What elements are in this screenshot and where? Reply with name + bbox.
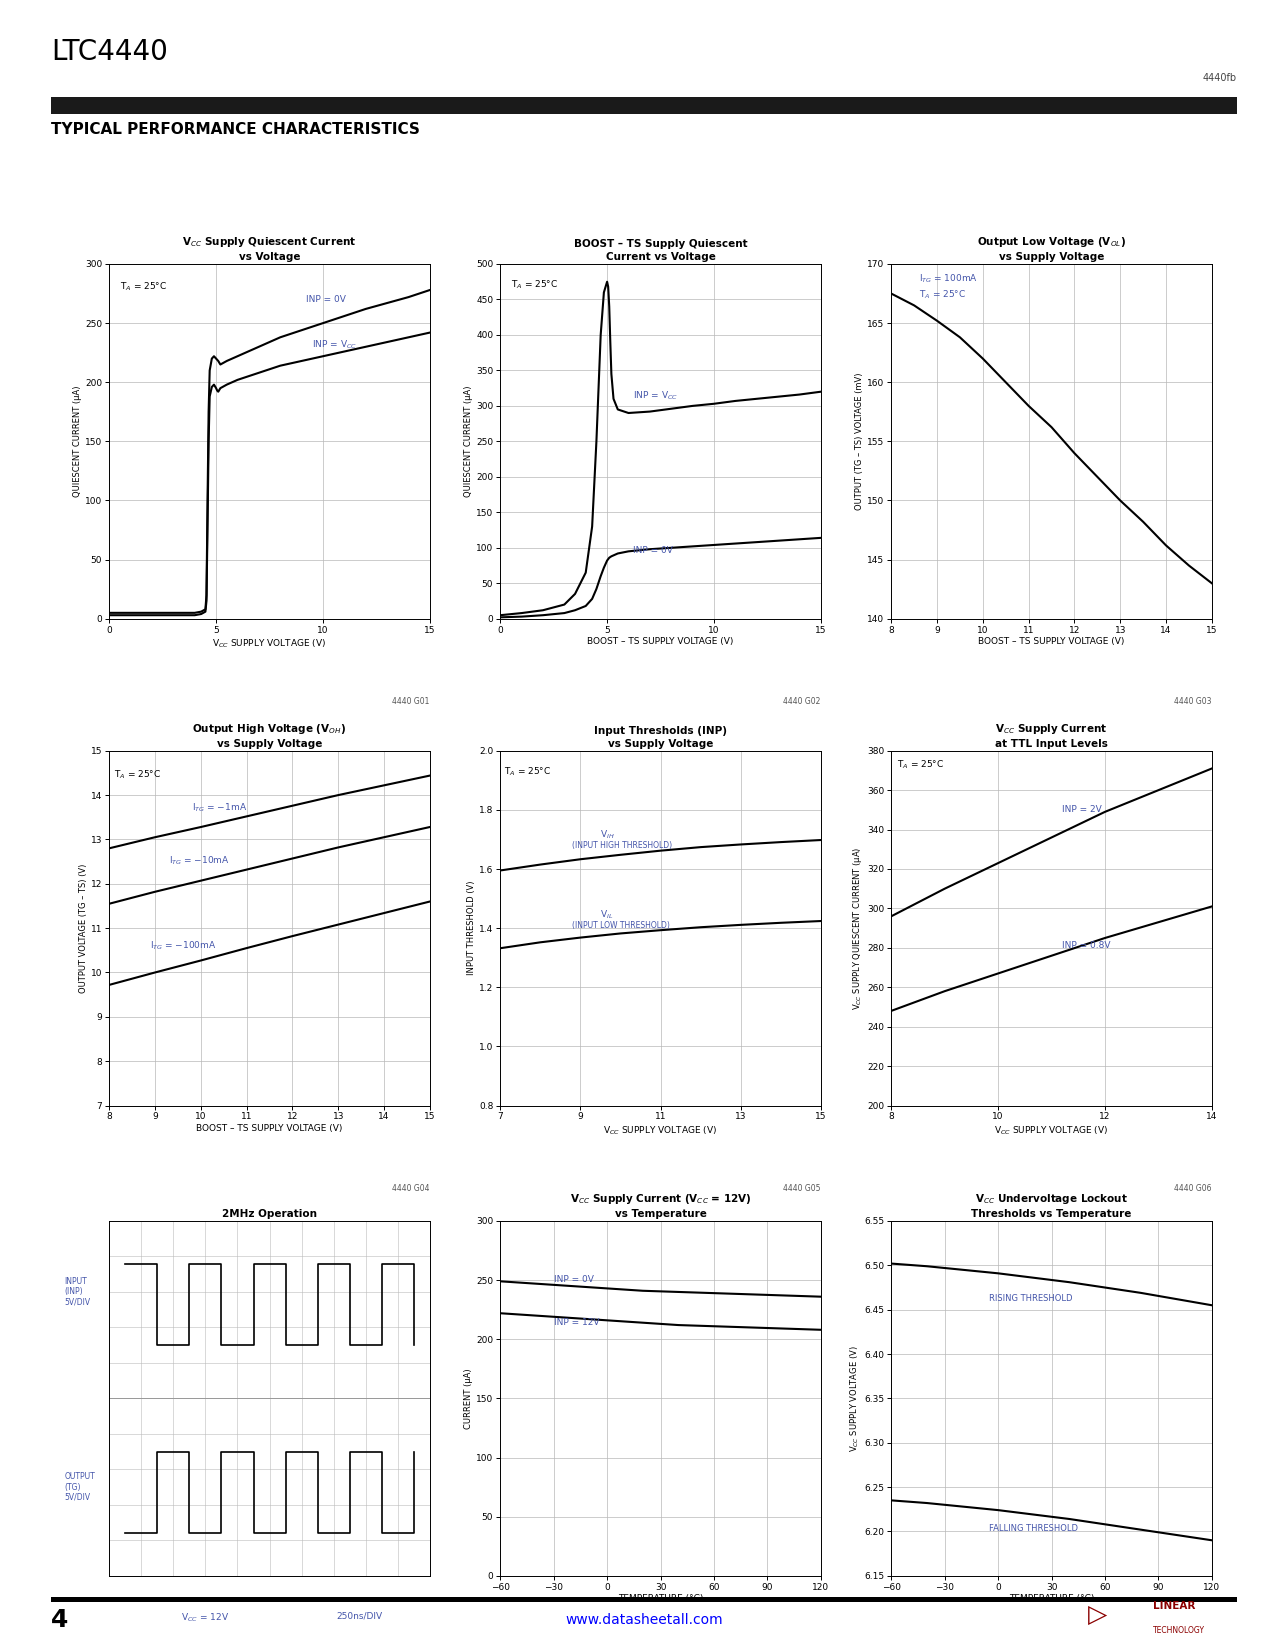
Text: INP = 0V: INP = 0V xyxy=(632,546,673,556)
Y-axis label: CURRENT (μA): CURRENT (μA) xyxy=(464,1368,473,1429)
Text: INPUT
(INP)
5V/DIV: INPUT (INP) 5V/DIV xyxy=(64,1277,91,1307)
Y-axis label: V$_{CC}$ SUPPLY QUIESCENT CURRENT (μA): V$_{CC}$ SUPPLY QUIESCENT CURRENT (μA) xyxy=(852,846,864,1010)
Y-axis label: V$_{CC}$ SUPPLY VOLTAGE (V): V$_{CC}$ SUPPLY VOLTAGE (V) xyxy=(849,1345,862,1452)
Text: 4440 G01: 4440 G01 xyxy=(393,696,430,706)
Text: T$_A$ = 25°C: T$_A$ = 25°C xyxy=(120,280,167,294)
Title: 2MHz Operation: 2MHz Operation xyxy=(222,1209,317,1219)
Text: V$_{CC}$ = 12V: V$_{CC}$ = 12V xyxy=(181,1610,230,1624)
Y-axis label: QUIESCENT CURRENT (μA): QUIESCENT CURRENT (μA) xyxy=(464,386,473,497)
Y-axis label: OUTPUT (TG – TS) VOLTAGE (mV): OUTPUT (TG – TS) VOLTAGE (mV) xyxy=(856,373,864,510)
Text: (INPUT LOW THRESHOLD): (INPUT LOW THRESHOLD) xyxy=(572,921,671,929)
Text: INP = 12V: INP = 12V xyxy=(553,1318,599,1327)
Text: T$_A$ = 25°C: T$_A$ = 25°C xyxy=(511,279,558,290)
Text: OUTPUT
(TG)
5V/DIV: OUTPUT (TG) 5V/DIV xyxy=(64,1472,96,1502)
Text: I$_{TG}$ = $-$100mA: I$_{TG}$ = $-$100mA xyxy=(150,939,217,952)
Text: LINEAR: LINEAR xyxy=(1153,1600,1195,1612)
X-axis label: V$_{CC}$ SUPPLY VOLTAGE (V): V$_{CC}$ SUPPLY VOLTAGE (V) xyxy=(994,1124,1109,1137)
Title: Output Low Voltage (V$_{OL}$)
vs Supply Voltage: Output Low Voltage (V$_{OL}$) vs Supply … xyxy=(977,236,1126,262)
X-axis label: V$_{CC}$ SUPPLY VOLTAGE (V): V$_{CC}$ SUPPLY VOLTAGE (V) xyxy=(603,1124,718,1137)
Text: 4440 G04: 4440 G04 xyxy=(393,1183,430,1193)
X-axis label: V$_{CC}$ SUPPLY VOLTAGE (V): V$_{CC}$ SUPPLY VOLTAGE (V) xyxy=(213,637,326,650)
Text: 4440fb: 4440fb xyxy=(1202,73,1237,84)
Text: T$_A$ = 25°C: T$_A$ = 25°C xyxy=(896,759,944,771)
X-axis label: BOOST – TS SUPPLY VOLTAGE (V): BOOST – TS SUPPLY VOLTAGE (V) xyxy=(196,1124,343,1134)
Text: FALLING THRESHOLD: FALLING THRESHOLD xyxy=(989,1525,1079,1533)
Text: INP = 2V: INP = 2V xyxy=(1062,805,1102,813)
Text: TYPICAL PERFORMANCE CHARACTERISTICS: TYPICAL PERFORMANCE CHARACTERISTICS xyxy=(51,122,419,137)
Text: (INPUT HIGH THRESHOLD): (INPUT HIGH THRESHOLD) xyxy=(572,842,672,850)
Text: 250ns/DIV: 250ns/DIV xyxy=(337,1610,382,1620)
Title: V$_{CC}$ Supply Quiescent Current
vs Voltage: V$_{CC}$ Supply Quiescent Current vs Vol… xyxy=(182,236,357,262)
X-axis label: TEMPERATURE (°C): TEMPERATURE (°C) xyxy=(1009,1594,1094,1604)
Title: V$_{CC}$ Supply Current
at TTL Input Levels: V$_{CC}$ Supply Current at TTL Input Lev… xyxy=(994,723,1108,749)
Title: Input Thresholds (INP)
vs Supply Voltage: Input Thresholds (INP) vs Supply Voltage xyxy=(594,726,727,749)
Text: TECHNOLOGY: TECHNOLOGY xyxy=(1153,1625,1205,1635)
Text: T$_A$ = 25°C: T$_A$ = 25°C xyxy=(919,289,966,300)
Y-axis label: OUTPUT VOLTAGE (TG – TS) (V): OUTPUT VOLTAGE (TG – TS) (V) xyxy=(79,863,88,993)
Text: 4440 G02: 4440 G02 xyxy=(783,696,821,706)
Y-axis label: INPUT THRESHOLD (V): INPUT THRESHOLD (V) xyxy=(467,881,476,975)
Title: V$_{CC}$ Supply Current (V$_{CC}$ = 12V)
vs Temperature: V$_{CC}$ Supply Current (V$_{CC}$ = 12V)… xyxy=(570,1193,751,1219)
Bar xyxy=(51,97,1237,114)
Text: INP = 0.8V: INP = 0.8V xyxy=(1062,940,1111,950)
X-axis label: BOOST – TS SUPPLY VOLTAGE (V): BOOST – TS SUPPLY VOLTAGE (V) xyxy=(978,637,1125,647)
Text: V$_{IH}$: V$_{IH}$ xyxy=(601,828,615,842)
Title: BOOST – TS Supply Quiescent
Current vs Voltage: BOOST – TS Supply Quiescent Current vs V… xyxy=(574,239,747,262)
X-axis label: TEMPERATURE (°C): TEMPERATURE (°C) xyxy=(618,1594,704,1604)
Text: I$_{TG}$ = $-$10mA: I$_{TG}$ = $-$10mA xyxy=(168,855,230,868)
Text: INP = 0V: INP = 0V xyxy=(306,295,346,304)
Text: 4440 G06: 4440 G06 xyxy=(1174,1183,1211,1193)
Text: I$_{TG}$ = $-$1mA: I$_{TG}$ = $-$1mA xyxy=(191,802,247,813)
Text: T$_A$ = 25°C: T$_A$ = 25°C xyxy=(113,769,161,780)
Text: $\triangleright$: $\triangleright$ xyxy=(1086,1602,1108,1627)
Title: Output High Voltage (V$_{OH}$)
vs Supply Voltage: Output High Voltage (V$_{OH}$) vs Supply… xyxy=(193,723,347,749)
Text: 4440 G03: 4440 G03 xyxy=(1174,696,1211,706)
Y-axis label: QUIESCENT CURRENT (μA): QUIESCENT CURRENT (μA) xyxy=(73,386,83,497)
Text: LTC4440: LTC4440 xyxy=(51,38,168,66)
Text: INP = V$_{CC}$: INP = V$_{CC}$ xyxy=(632,389,678,403)
Title: V$_{CC}$ Undervoltage Lockout
Thresholds vs Temperature: V$_{CC}$ Undervoltage Lockout Thresholds… xyxy=(972,1193,1132,1219)
Text: 4440 G05: 4440 G05 xyxy=(783,1183,821,1193)
Text: I$_{TG}$ = 100mA: I$_{TG}$ = 100mA xyxy=(919,272,978,285)
Text: www.datasheetall.com: www.datasheetall.com xyxy=(565,1614,723,1627)
Text: T$_A$ = 25°C: T$_A$ = 25°C xyxy=(504,766,552,779)
Text: RISING THRESHOLD: RISING THRESHOLD xyxy=(989,1294,1072,1304)
Text: 4: 4 xyxy=(51,1609,69,1632)
Text: V$_{IL}$: V$_{IL}$ xyxy=(601,909,613,921)
Bar xyxy=(51,1597,1237,1602)
X-axis label: BOOST – TS SUPPLY VOLTAGE (V): BOOST – TS SUPPLY VOLTAGE (V) xyxy=(588,637,733,647)
Text: INP = 0V: INP = 0V xyxy=(553,1275,594,1284)
Text: INP = V$_{CC}$: INP = V$_{CC}$ xyxy=(312,338,357,351)
